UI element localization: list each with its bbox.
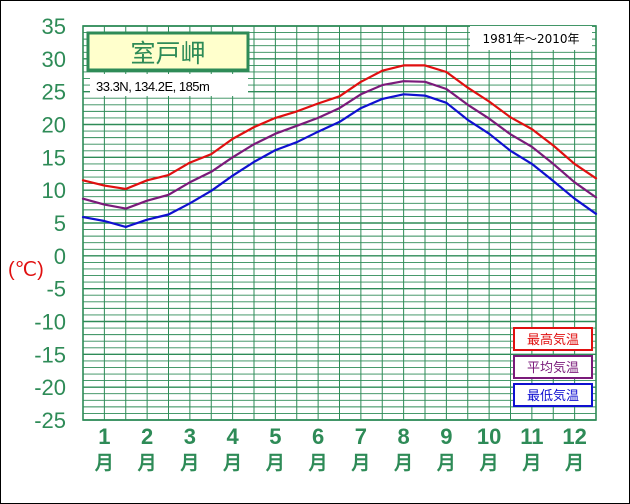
y-tick-label: 10: [42, 178, 66, 203]
y-tick-labels: 35 30 25 20 15 10 5 0 -5 -10 -15 -20 -25: [34, 14, 66, 433]
y-tick-label: 30: [42, 47, 66, 72]
location-info: 33.3N, 134.2E, 185m: [96, 79, 209, 94]
location-box-bg: [90, 74, 248, 96]
x-tick-month-suffix: 月: [265, 452, 285, 474]
y-tick-label: 5: [54, 211, 66, 236]
x-tick-label: 2: [141, 424, 153, 449]
x-tick-label: 10: [477, 424, 501, 449]
legend-label: 最低気温: [527, 388, 579, 404]
y-axis-label: (℃): [8, 259, 44, 281]
x-tick-month-suffix: 月: [308, 452, 328, 474]
x-tick-label: 12: [562, 424, 586, 449]
chart-title: 室戸岬: [130, 39, 205, 68]
y-tick-label: 25: [42, 80, 66, 105]
title-box-border: [86, 31, 250, 72]
series-lines: [81, 64, 598, 228]
legend-label: 平均気温: [527, 360, 579, 376]
y-tick-label: 15: [42, 145, 66, 170]
legend-box: [513, 327, 593, 351]
x-tick-month-suffix: 月: [436, 452, 456, 474]
x-tick-month-suffix: 月: [94, 452, 114, 474]
x-tick-label: 11: [520, 424, 543, 449]
x-tick-month-suffix: 月: [137, 452, 157, 474]
x-tick-month-suffix: 月: [222, 452, 242, 474]
x-tick-label: 7: [355, 424, 367, 449]
x-tick-month-suffix: 月: [350, 452, 370, 474]
legend-box: [513, 355, 593, 379]
series-line: [81, 80, 598, 210]
y-tick-label: 0: [54, 244, 66, 269]
x-tick-label: 3: [184, 424, 196, 449]
y-tick-label: -20: [34, 375, 66, 400]
period-label: 1981年〜2010年: [482, 32, 579, 46]
x-tick-month-suffix: 月: [564, 452, 584, 474]
y-tick-label: -15: [34, 342, 66, 367]
period-box-bg: [470, 26, 592, 50]
legend-label: 最高気温: [527, 332, 579, 348]
title-box: 室戸岬: [86, 31, 250, 72]
y-tick-label: 35: [42, 14, 66, 39]
location-box: 33.3N, 134.2E, 185m: [90, 74, 248, 96]
y-tick-label: -25: [34, 408, 66, 433]
legend-box: [513, 383, 593, 407]
y-tick-label: -5: [46, 277, 66, 302]
x-tick-label: 8: [398, 424, 410, 449]
x-tick-label: 6: [312, 424, 324, 449]
x-tick-label: 9: [440, 424, 452, 449]
y-tick-label: 20: [42, 113, 66, 138]
series-line: [81, 93, 598, 228]
x-tick-month-suffix: 月: [521, 452, 541, 474]
period-box: 1981年〜2010年: [470, 26, 592, 50]
grid: [82, 25, 597, 421]
x-tick-labels: 1 月 2 月 3 月 4 月 5 月 6 月 7 月 8 月 9 月 10 月 11 月 12 月: [94, 424, 587, 474]
y-tick-label: -10: [34, 310, 66, 335]
x-tick-month-suffix: 月: [179, 452, 199, 474]
x-tick-label: 4: [227, 424, 240, 449]
x-tick-label: 5: [269, 424, 281, 449]
x-tick-month-suffix: 月: [393, 452, 413, 474]
plot-border: [82, 25, 597, 421]
x-tick-month-suffix: 月: [479, 452, 499, 474]
series-line: [81, 64, 598, 190]
x-tick-label: 1: [98, 424, 110, 449]
